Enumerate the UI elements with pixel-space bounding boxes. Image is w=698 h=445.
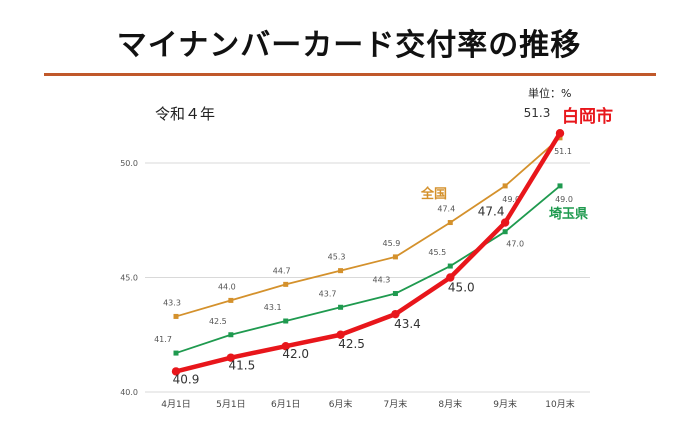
data-label: 43.3 [163,298,181,307]
unit-label: 単位：% [528,87,572,100]
data-point [557,183,563,189]
data-point [338,268,344,274]
data-label: 45.5 [428,248,446,257]
data-label: 47.4 [478,205,505,219]
data-label: 44.7 [273,266,291,275]
data-point [391,309,400,319]
data-label: 49.0 [502,195,520,204]
data-point [338,304,344,310]
data-label: 42.0 [282,347,309,361]
x-tick-label: 9月末 [493,398,517,410]
data-point [500,218,510,227]
y-tick-label: 50.0 [120,159,138,168]
data-point [283,281,289,287]
data-label: 47.0 [506,240,524,249]
data-label: 51.3 [524,106,551,120]
x-tick-label: 6月1日 [271,399,300,410]
data-point [555,129,565,138]
data-point [392,291,398,297]
x-tick-label: 6月末 [329,398,353,410]
data-point [283,318,289,324]
data-label: 51.1 [554,147,572,156]
data-point [502,183,508,189]
data-point [171,367,181,376]
series-name-label: 白岡市 [562,106,613,127]
data-point [173,350,179,356]
y-tick-label: 40.0 [120,388,138,397]
series-line-2 [173,130,563,374]
data-point [228,297,234,303]
series-name-label: 埼玉県 [549,206,588,222]
x-tick-label: 7月末 [384,398,408,410]
y-tick-label: 45.0 [120,274,138,283]
data-point [336,330,345,339]
data-point [226,353,236,362]
data-label: 43.1 [264,303,282,312]
series-line-1 [175,184,561,354]
data-label: 45.0 [448,281,475,295]
data-label: 45.9 [383,239,401,248]
data-label: 49.0 [555,195,573,204]
x-tick-label: 4月1日 [161,399,190,410]
data-label: 42.5 [209,317,227,326]
x-tick-label: 5月1日 [216,399,245,410]
data-label: 45.3 [328,253,346,262]
data-point [228,332,234,338]
data-point [447,263,453,269]
data-point [502,229,508,235]
series-line-0 [175,136,561,318]
chart-subtitle: 令和４年 [155,105,216,123]
page-title: マイナンバーカード交付率の推移 [116,28,582,63]
series-name-label: 全国 [420,186,447,202]
data-point [173,313,179,319]
data-label: 44.3 [373,276,391,285]
data-point [281,342,290,351]
data-label: 43.4 [394,317,421,331]
data-label: 41.5 [228,359,255,373]
data-label: 43.7 [319,289,337,298]
data-point [447,220,453,226]
data-point [446,273,455,282]
x-tick-label: 8月末 [438,398,462,410]
data-label: 41.7 [154,335,172,344]
title-divider [44,73,656,76]
data-label: 42.5 [338,337,365,351]
data-label: 47.4 [437,205,455,214]
data-point [557,135,563,141]
data-label: 44.0 [218,282,236,291]
x-tick-label: 10月末 [545,398,574,410]
data-point [392,254,398,260]
data-label: 40.9 [173,372,200,386]
